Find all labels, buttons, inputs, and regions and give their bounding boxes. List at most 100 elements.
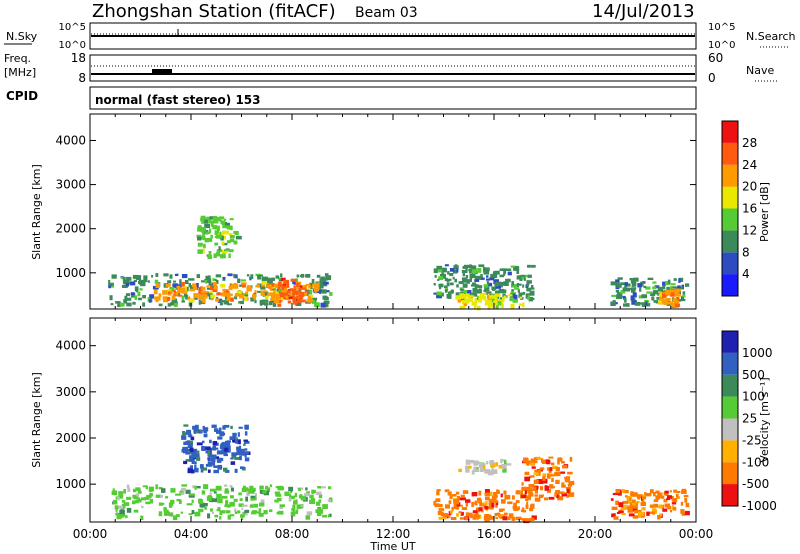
echo-cell — [669, 490, 672, 493]
echo-cell — [211, 424, 217, 428]
echo-cell — [108, 282, 114, 287]
echo-cell — [479, 277, 485, 280]
echo-cell — [454, 264, 458, 267]
echo-cell — [182, 446, 188, 451]
echo-cell — [485, 496, 490, 501]
echo-cell — [223, 453, 228, 457]
echo-cell — [310, 498, 316, 501]
echo-cell — [283, 279, 290, 285]
echo-cell — [197, 294, 203, 298]
power-plot-frame — [89, 113, 697, 310]
echo-cell — [234, 468, 238, 473]
echo-cell — [491, 502, 495, 508]
echo-cell — [662, 508, 668, 512]
echo-cell — [672, 298, 676, 302]
date-label: 14/Jul/2013 — [592, 1, 695, 22]
echo-cell — [661, 495, 665, 499]
echo-cell — [201, 286, 206, 291]
echo-cell — [472, 287, 478, 293]
echo-cell — [189, 288, 196, 292]
echo-cell — [545, 459, 551, 465]
echo-cell — [226, 303, 232, 306]
echo-cell — [281, 289, 285, 294]
x-tick-label: 16:00 — [477, 527, 512, 541]
echo-cell — [673, 278, 677, 281]
echo-cell — [198, 289, 203, 295]
echo-cell — [226, 240, 231, 244]
echo-cell — [492, 469, 498, 474]
echo-cell — [317, 511, 322, 516]
echo-cell — [327, 499, 332, 502]
echo-cell — [620, 282, 626, 286]
echo-cell — [183, 441, 188, 445]
echo-cell — [652, 281, 657, 284]
echo-cell — [200, 217, 207, 222]
power-panel: 1000 2000 3000 4000 Slant Range [km] 4 8 12 16… — [30, 113, 771, 311]
echo-cell — [555, 490, 560, 495]
y-tick-label: 2000 — [55, 431, 86, 445]
echo-cell — [310, 294, 314, 298]
echo-cell — [240, 451, 247, 455]
echo-cell — [638, 302, 644, 305]
echo-cell — [471, 501, 475, 507]
echo-cell — [184, 288, 187, 293]
echo-cell — [670, 286, 673, 292]
echo-cell — [142, 302, 146, 307]
echo-cell — [189, 278, 195, 281]
echo-cell — [125, 515, 128, 519]
echo-cell — [279, 292, 285, 298]
echo-cell — [217, 436, 223, 440]
echo-cell — [143, 275, 148, 281]
echo-cell — [236, 446, 242, 451]
echo-cell — [239, 455, 242, 461]
nsky-tick-bottom: 10^0 — [59, 40, 86, 51]
echo-cell — [137, 497, 140, 501]
echo-cell — [615, 500, 619, 505]
echo-cell — [214, 242, 218, 246]
echo-cell — [527, 491, 533, 494]
echo-cell — [300, 495, 306, 501]
x-tick-label: 00:00 — [679, 527, 714, 541]
echo-cell — [683, 494, 689, 498]
echo-cell — [194, 467, 199, 473]
echo-cell — [295, 301, 302, 306]
echo-cell — [558, 457, 562, 462]
echo-cell — [216, 508, 220, 512]
colorbar-band — [722, 142, 738, 165]
echo-cell — [505, 463, 512, 466]
echo-cell — [525, 518, 531, 523]
echo-cell — [245, 293, 248, 299]
echo-cell — [244, 440, 250, 444]
echo-cell — [327, 514, 330, 518]
echo-cell — [466, 465, 472, 469]
echo-cell — [207, 450, 211, 456]
echo-cell — [624, 495, 628, 498]
echo-cell — [526, 501, 529, 507]
echo-cell — [207, 237, 213, 242]
echo-cell — [239, 498, 243, 502]
echo-cell — [155, 494, 162, 498]
echo-cell — [275, 293, 280, 299]
x-tick-label: 00:00 — [73, 527, 108, 541]
echo-cell — [492, 287, 495, 291]
echo-cell — [207, 461, 213, 466]
colorbar-tick-label: 16 — [742, 202, 757, 216]
echo-cell — [208, 251, 212, 256]
echo-cell — [183, 424, 189, 427]
echo-cell — [266, 284, 272, 288]
colorbar-tick-label: -25 — [742, 433, 762, 447]
echo-cell — [280, 284, 285, 287]
echo-cell — [675, 303, 679, 308]
colorbar-band — [722, 374, 738, 397]
echo-cell — [666, 292, 671, 296]
echo-cell — [507, 271, 512, 276]
echo-cell — [654, 285, 660, 289]
echo-cell — [173, 302, 178, 307]
echo-cell — [485, 300, 491, 305]
echo-cell — [211, 455, 215, 460]
echo-cell — [620, 291, 624, 294]
echo-cell — [188, 278, 191, 281]
echo-cell — [461, 511, 464, 516]
echo-cell — [626, 283, 631, 287]
echo-cell — [173, 515, 178, 521]
